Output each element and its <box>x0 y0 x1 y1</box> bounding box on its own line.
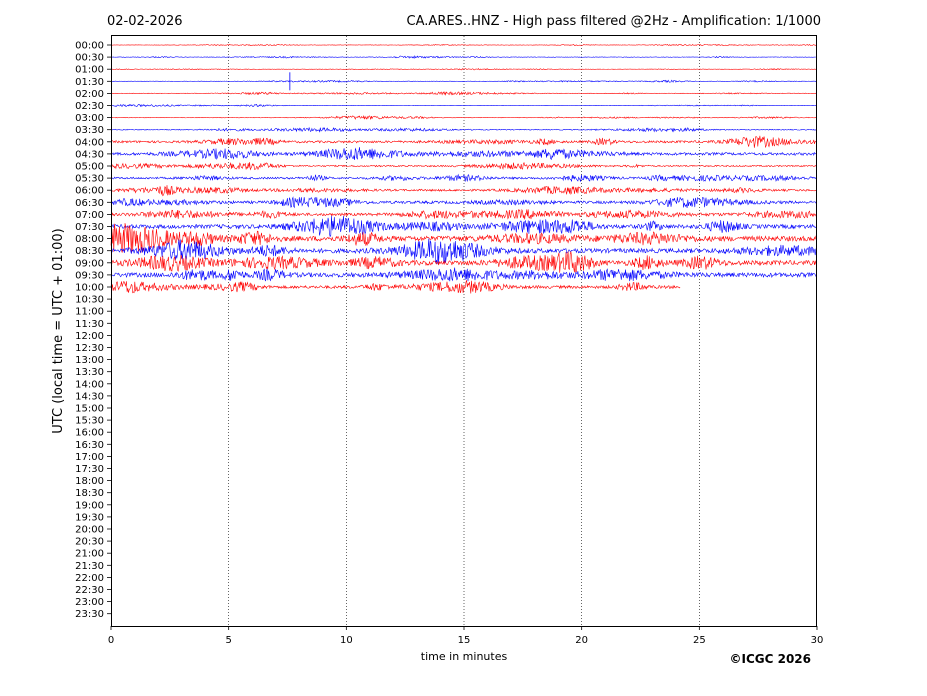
trace-row-0800 <box>110 223 817 254</box>
x-tick-label: 10 <box>340 635 353 646</box>
y-tick-label: 21:00 <box>75 549 104 560</box>
y-tick-label: 06:30 <box>75 198 104 209</box>
trace-row-0000 <box>110 43 817 47</box>
trace-row-0400 <box>110 135 817 149</box>
y-tick-label: 04:30 <box>75 149 104 160</box>
x-tick-label: 30 <box>811 635 824 646</box>
y-tick-label: 00:00 <box>75 41 104 52</box>
y-tick-label: 22:30 <box>75 585 104 596</box>
y-tick-label: 20:30 <box>75 537 104 548</box>
x-axis-ticks: 0 5 10 15 20 25 30 <box>108 626 824 646</box>
trace-row-0200 <box>110 91 817 96</box>
trace-row-0630 <box>110 196 817 209</box>
seismogram-traces <box>110 43 817 294</box>
y-axis-ticks: 00:0000:3001:0001:3002:0002:3003:0003:30… <box>75 41 111 620</box>
y-tick-label: 14:30 <box>75 391 104 402</box>
copyright-credit: ©ICGC 2026 <box>729 652 811 666</box>
y-tick-label: 01:30 <box>75 77 104 88</box>
x-axis-label: time in minutes <box>421 650 508 663</box>
x-tick-label: 0 <box>108 635 114 646</box>
trace-row-0700 <box>110 208 817 220</box>
chart-date: 02-02-2026 <box>107 14 183 29</box>
x-tick-label: 15 <box>458 635 471 646</box>
y-tick-label: 11:00 <box>75 307 104 318</box>
x-tick-label: 20 <box>575 635 588 646</box>
trace-row-0730 <box>110 215 817 238</box>
y-tick-label: 23:00 <box>75 597 104 608</box>
y-tick-label: 09:30 <box>75 270 104 281</box>
y-tick-label: 17:30 <box>75 464 104 475</box>
trace-row-0300 <box>110 115 817 120</box>
y-tick-label: 14:00 <box>75 379 104 390</box>
trace-row-0330 <box>110 126 817 133</box>
trace-row-0900 <box>110 251 817 274</box>
y-tick-label: 19:00 <box>75 500 104 511</box>
y-tick-label: 08:00 <box>75 234 104 245</box>
x-tick-label: 25 <box>693 635 706 646</box>
y-tick-label: 05:30 <box>75 174 104 185</box>
y-tick-label: 21:30 <box>75 561 104 572</box>
y-tick-label: 05:00 <box>75 162 104 173</box>
y-tick-label: 15:30 <box>75 416 104 427</box>
y-tick-label: 18:00 <box>75 476 104 487</box>
y-tick-label: 19:30 <box>75 512 104 523</box>
y-tick-label: 20:00 <box>75 525 104 536</box>
trace-row-0930 <box>110 267 817 282</box>
y-tick-label: 03:00 <box>75 113 104 124</box>
y-axis-label: UTC (local time = UTC + 01:00) <box>51 228 66 433</box>
y-tick-label: 22:00 <box>75 573 104 584</box>
y-tick-label: 09:00 <box>75 258 104 269</box>
trace-row-0600 <box>110 185 817 197</box>
trace-row-0430 <box>110 147 817 161</box>
y-tick-label: 12:00 <box>75 331 104 342</box>
y-tick-label: 01:00 <box>75 65 104 76</box>
chart-title: CA.ARES..HNZ - High pass filtered @2Hz -… <box>407 14 821 29</box>
y-tick-label: 07:30 <box>75 222 104 233</box>
trace-row-0130 <box>110 79 817 83</box>
vertical-gridlines <box>228 36 700 626</box>
trace-row-0030 <box>110 55 817 60</box>
y-tick-label: 15:00 <box>75 404 104 415</box>
trace-row-0500 <box>110 161 817 171</box>
y-tick-label: 08:30 <box>75 246 104 257</box>
y-tick-label: 11:30 <box>75 319 104 330</box>
y-tick-label: 13:30 <box>75 367 104 378</box>
y-tick-label: 03:30 <box>75 125 104 136</box>
trace-row-0530 <box>110 173 817 183</box>
y-tick-label: 16:30 <box>75 440 104 451</box>
y-tick-label: 17:00 <box>75 452 104 463</box>
y-tick-label: 02:30 <box>75 101 104 112</box>
trace-row-0100 <box>110 67 817 71</box>
y-tick-label: 06:00 <box>75 186 104 197</box>
trace-row-0230 <box>110 103 817 108</box>
y-tick-label: 18:30 <box>75 488 104 499</box>
y-tick-label: 10:30 <box>75 295 104 306</box>
trace-row-0830 <box>110 238 817 265</box>
y-tick-label: 13:00 <box>75 355 104 366</box>
trace-row-1000 <box>110 280 681 294</box>
y-tick-label: 02:00 <box>75 89 104 100</box>
y-tick-label: 12:30 <box>75 343 104 354</box>
y-tick-label: 16:00 <box>75 428 104 439</box>
x-tick-label: 5 <box>225 635 231 646</box>
y-tick-label: 10:00 <box>75 283 104 294</box>
y-tick-label: 07:00 <box>75 210 104 221</box>
y-tick-label: 04:00 <box>75 137 104 148</box>
y-tick-label: 23:30 <box>75 609 104 620</box>
y-tick-label: 00:30 <box>75 53 104 64</box>
